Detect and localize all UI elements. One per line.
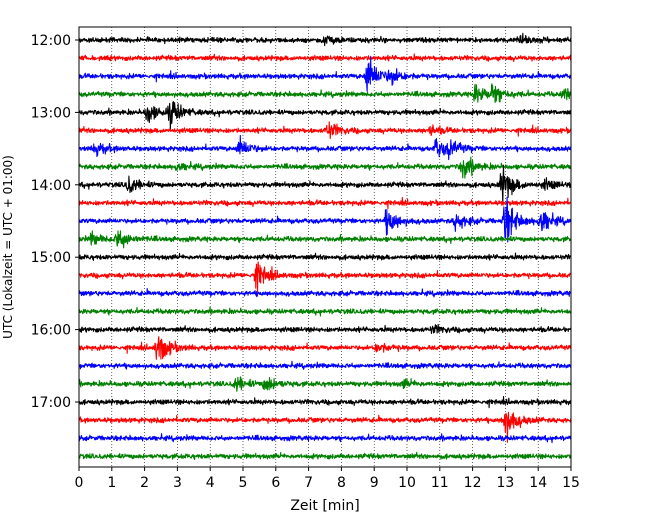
trace-1615 xyxy=(78,336,572,360)
trace-1530 xyxy=(78,288,572,298)
trace-1430 xyxy=(78,196,572,243)
trace-1200 xyxy=(78,32,572,47)
y-tick-label: 16:00 xyxy=(31,323,71,339)
trace-1730 xyxy=(78,433,572,444)
trace-1315 xyxy=(78,121,572,140)
x-tick-label: 2 xyxy=(140,475,149,491)
trace-1500 xyxy=(78,252,572,261)
y-tick-label: 17:00 xyxy=(31,395,71,411)
x-tick-label: 0 xyxy=(75,475,84,491)
x-tick-label: 11 xyxy=(431,475,449,491)
y-axis: 12:00 13:00 14:00 15:00 16:00 17:00 xyxy=(31,33,79,411)
trace-1400 xyxy=(78,164,572,205)
trace-1600 xyxy=(78,323,572,334)
trace-1215 xyxy=(78,53,572,63)
y-axis-label: UTC (Lokalzeit = UTC + 01:00) xyxy=(1,155,15,339)
trace-1715 xyxy=(78,411,572,443)
y-tick-label: 14:00 xyxy=(31,178,71,194)
trace-1645 xyxy=(78,376,572,392)
trace-1545 xyxy=(78,306,572,317)
x-tick-label: 1 xyxy=(107,475,116,491)
x-tick-label: 15 xyxy=(562,475,580,491)
trace-1630 xyxy=(78,360,572,370)
seismogram-traces xyxy=(78,32,572,461)
x-tick-label: 4 xyxy=(206,475,215,491)
x-tick-label: 13 xyxy=(496,475,514,491)
x-tick-label: 10 xyxy=(398,475,416,491)
trace-1245 xyxy=(78,83,572,104)
trace-1700 xyxy=(78,395,572,409)
plot-frame xyxy=(78,26,572,468)
trace-1445 xyxy=(78,230,572,249)
y-tick-label: 15:00 xyxy=(31,250,71,266)
y-tick-label: 12:00 xyxy=(31,33,71,49)
trace-1345 xyxy=(78,156,572,179)
trace-1230 xyxy=(78,55,572,92)
trace-1745 xyxy=(78,451,572,461)
x-axis-label: Zeit [min] xyxy=(290,498,359,514)
x-tick-label: 6 xyxy=(271,475,280,491)
x-tick-label: 7 xyxy=(304,475,313,491)
x-tick-label: 14 xyxy=(529,475,547,491)
x-tick-label: 8 xyxy=(337,475,346,491)
grid-lines xyxy=(111,27,539,467)
trace-1330 xyxy=(78,134,572,161)
x-tick-label: 3 xyxy=(173,475,182,491)
trace-1415 xyxy=(78,196,572,210)
x-tick-label: 5 xyxy=(239,475,248,491)
y-tick-label: 13:00 xyxy=(31,105,71,121)
trace-1515 xyxy=(78,261,572,297)
x-tick-label: 9 xyxy=(370,475,379,491)
x-tick-label: 12 xyxy=(464,475,482,491)
trace-1300 xyxy=(78,101,572,132)
x-axis: 0 1 2 3 4 5 6 7 8 9 10 11 12 13 14 15 xyxy=(75,467,580,491)
